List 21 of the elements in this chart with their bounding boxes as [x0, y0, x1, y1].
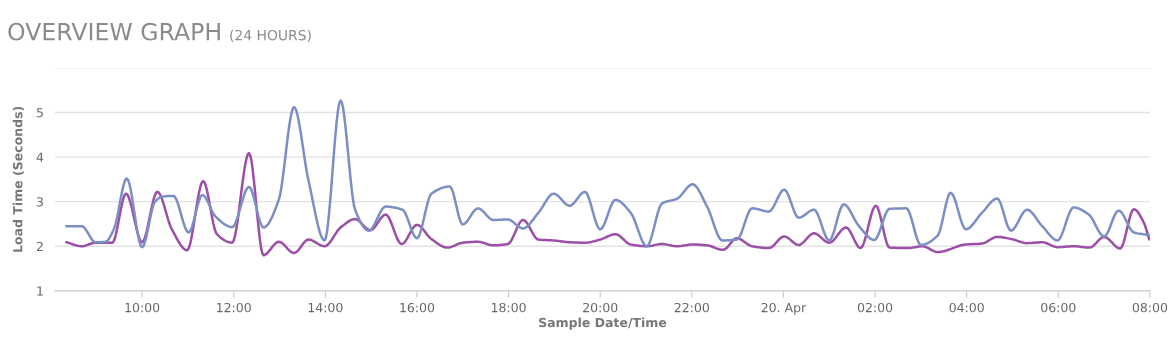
x-tick-label: 02:00	[857, 302, 893, 313]
x-tick-label: 06:00	[1041, 302, 1076, 313]
x-tick-label: 10:00	[125, 302, 160, 313]
chart-title: OVERVIEW GRAPH	[8, 22, 220, 41]
y-tick-label: 3	[36, 197, 43, 207]
y-tick-label: 2	[36, 241, 43, 252]
x-tick-label: 14:00	[308, 302, 343, 313]
y-axis-title: Load Time (Seconds)	[12, 106, 24, 252]
x-tick-label: 16:00	[400, 302, 435, 313]
chart-subtitle: (24 HOURS)	[230, 29, 311, 43]
x-tick-label: 22:00	[674, 302, 709, 313]
x-tick-label: 04:00	[949, 302, 984, 313]
x-axis-title: Sample Date/Time	[539, 317, 667, 330]
y-tick-label: 5	[36, 108, 43, 118]
x-tick-label: 20:00	[583, 302, 618, 313]
x-tick-label: 18:00	[491, 302, 526, 313]
y-tick-label: 1	[37, 286, 43, 296]
x-tick-label: 12:00	[217, 302, 251, 313]
x-tick-label: 08:00	[1132, 302, 1168, 313]
y-tick-label: 4	[36, 152, 44, 162]
x-tick-label: 20. Apr	[761, 302, 807, 315]
